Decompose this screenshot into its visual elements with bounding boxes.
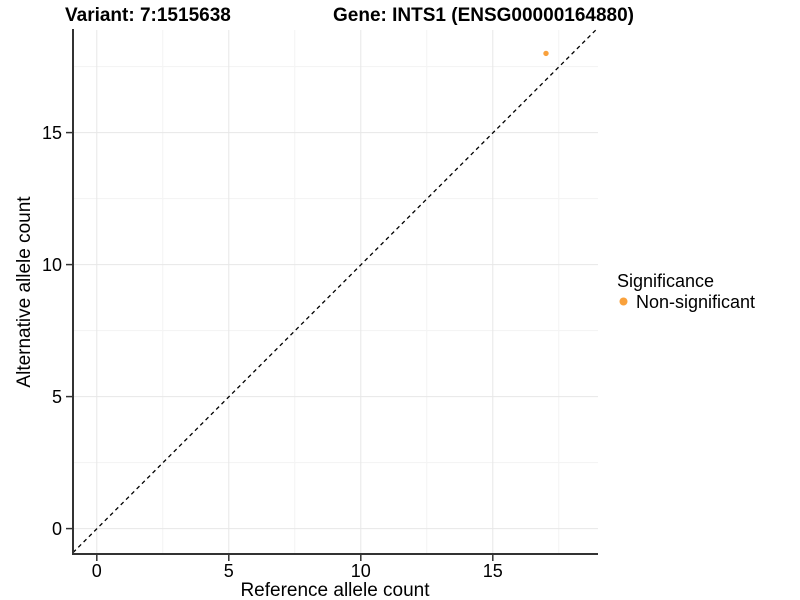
legend-entry-label: Non-significant [636, 292, 755, 312]
gridlines-minor [73, 30, 598, 554]
identity-reference-line [72, 29, 597, 554]
x-tick-label: 5 [224, 561, 234, 581]
y-tick-label: 15 [42, 123, 62, 143]
y-tick-label: 10 [42, 255, 62, 275]
tick-marks [66, 131, 494, 561]
x-tick-labels: 0 5 10 15 [92, 561, 503, 581]
data-point-non-significant [543, 50, 549, 57]
y-tick-label: 0 [52, 519, 62, 539]
gene-title: Gene: INTS1 (ENSG00000164880) [333, 5, 634, 26]
x-tick-label: 0 [92, 561, 102, 581]
axis-lines [72, 29, 598, 555]
x-tick-label: 10 [351, 561, 371, 581]
y-tick-label: 5 [52, 387, 62, 407]
gridlines-major [73, 30, 598, 554]
y-axis-title: Alternative allele count [14, 196, 35, 388]
legend-title: Significance [617, 271, 714, 291]
plot-panel [73, 30, 598, 554]
x-axis-title: Reference allele count [240, 580, 430, 600]
x-tick-label: 15 [483, 561, 503, 581]
legend-key-dot-icon [619, 297, 628, 306]
legend: Significance Non-significant [617, 271, 755, 312]
variant-title: Variant: 7:1515638 [65, 5, 231, 26]
y-tick-labels: 0 5 10 15 [42, 123, 62, 539]
